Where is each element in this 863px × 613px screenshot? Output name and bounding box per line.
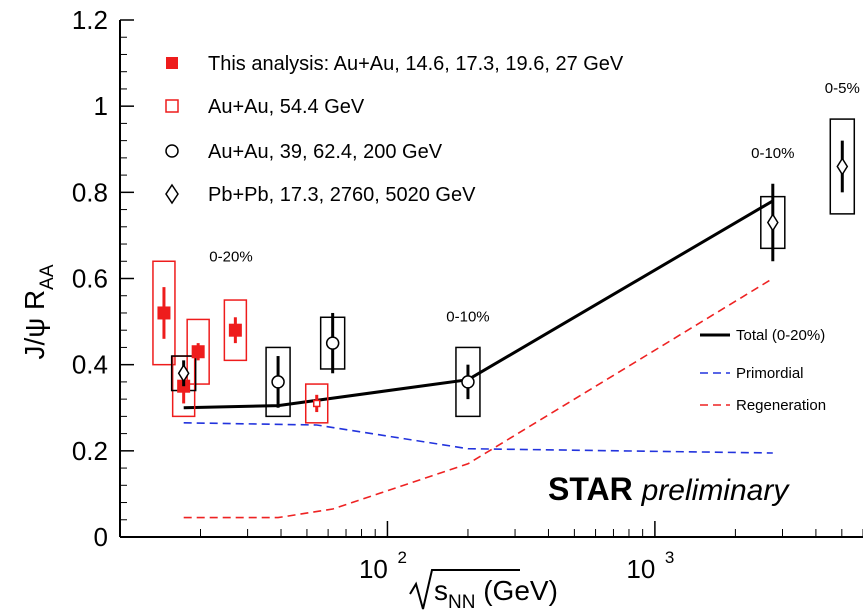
- model-legend-label: Regeneration: [736, 397, 826, 414]
- centrality-label: 0-10%: [446, 309, 489, 326]
- systematic-box: [455, 346, 481, 418]
- marker-open-diamond: [766, 213, 779, 232]
- x-tick-base: 10: [626, 554, 655, 584]
- marker-open-diamond: [836, 157, 849, 176]
- sqrt-symbol: [409, 569, 520, 610]
- systematic-box: [829, 118, 856, 215]
- x-tick-base: 10: [359, 554, 388, 584]
- legend-label: This analysis: Au+Au, 14.6, 17.3, 19.6, …: [208, 53, 624, 75]
- x-tick-label: 10 2: [359, 548, 407, 584]
- data-markers: [157, 140, 849, 413]
- marker-filled-square: [157, 306, 171, 320]
- model-legend-label: Total (0-20%): [736, 327, 825, 344]
- star-preliminary-text: STAR preliminary: [548, 471, 790, 507]
- y-tick-label: 0: [94, 522, 108, 552]
- star-preliminary-label: STAR preliminary: [548, 471, 790, 507]
- legend-marker-filled-square: [166, 57, 178, 69]
- legend: This analysis: Au+Au, 14.6, 17.3, 19.6, …: [165, 53, 624, 206]
- model-curves: [183, 199, 774, 519]
- systematic-box: [304, 383, 329, 424]
- marker-open-circle: [271, 375, 285, 389]
- model-legend-label: Primordial: [736, 365, 804, 382]
- systematic-box: [186, 318, 210, 385]
- y-tick-label: 0.8: [72, 177, 108, 207]
- y-axis-title: J/ψ RAA: [19, 264, 58, 359]
- marker-open-circle: [325, 336, 340, 350]
- systematic-box: [152, 260, 176, 366]
- legend-label: Au+Au, 54.4 GeV: [208, 96, 365, 118]
- systematic-box: [265, 346, 291, 418]
- y-tick-label: 1.2: [72, 5, 108, 35]
- model-curve-total-0-20: [183, 199, 774, 410]
- x-axis-title-text: sNN (GeV): [434, 575, 558, 613]
- x-tick-exponent: 2: [397, 548, 406, 567]
- legend-marker-open-diamond: [165, 183, 179, 205]
- marker-open-diamond: [177, 363, 190, 383]
- model-curve-regeneration: [183, 277, 774, 519]
- y-tick-label: 0.2: [72, 436, 108, 466]
- centrality-label: 0-10%: [751, 145, 794, 162]
- x-tick-exponent: 3: [665, 548, 674, 567]
- model-legend: Total (0-20%) Primordial Regeneration: [700, 327, 826, 414]
- marker-filled-square: [228, 323, 242, 337]
- x-axis-title: sNN (GeV): [409, 569, 558, 613]
- axes: 0 0.2 0.4 0.6 0.8 1 1.2 10 2 10 3 sNN (GeV) J/ψ RAA: [19, 5, 863, 613]
- systematic-box: [223, 299, 248, 362]
- legend-marker-open-square: [165, 99, 179, 113]
- model-curve-primordial: [183, 422, 773, 454]
- y-tick-label: 1: [94, 91, 108, 121]
- y-tick-label: 0.6: [72, 264, 108, 294]
- legend-marker-open-circle: [165, 144, 179, 158]
- x-tick-label: 10 3: [626, 548, 674, 584]
- centrality-label: 0-5%: [825, 80, 860, 97]
- legend-label: Pb+Pb, 17.3, 2760, 5020 GeV: [208, 184, 476, 206]
- marker-filled-square: [191, 345, 205, 359]
- centrality-annotations: 0-20% 0-10% 0-10% 0-5%: [209, 80, 860, 325]
- marker-open-circle: [461, 375, 475, 389]
- centrality-label: 0-20%: [209, 248, 252, 265]
- marker-open-square: [312, 399, 321, 408]
- y-tick-label: 0.4: [72, 350, 108, 380]
- legend-label: Au+Au, 39, 62.4, 200 GeV: [208, 141, 443, 163]
